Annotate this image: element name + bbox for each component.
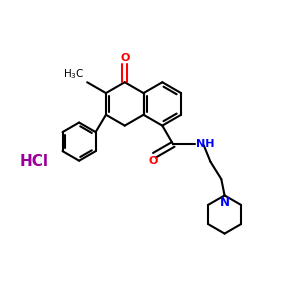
Text: O: O xyxy=(148,157,158,166)
Text: N: N xyxy=(220,196,230,209)
Text: HCl: HCl xyxy=(19,154,48,169)
Text: H$_3$C: H$_3$C xyxy=(63,68,85,81)
Text: O: O xyxy=(120,52,129,63)
Text: NH: NH xyxy=(196,139,215,149)
